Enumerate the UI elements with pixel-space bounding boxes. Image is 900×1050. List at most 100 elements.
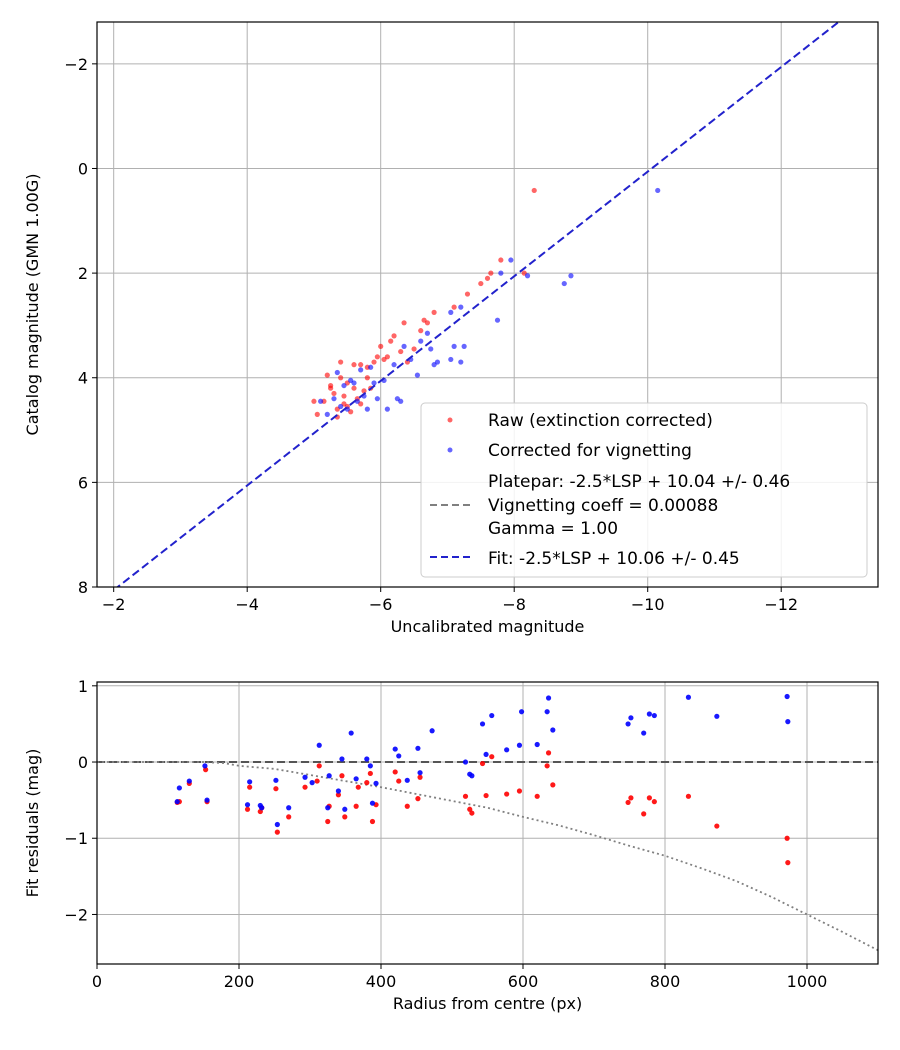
data-point-series-0 xyxy=(534,793,540,799)
residuals-plot: 0 200 400 600 800 1000 1 0 −1 −2 Radius from cent… xyxy=(23,677,879,1013)
data-point-series-0 xyxy=(464,291,471,297)
data-point-series-1 xyxy=(309,780,315,786)
data-point-series-1 xyxy=(494,317,501,323)
data-point-series-0 xyxy=(550,782,556,788)
data-point-series-1 xyxy=(371,380,377,386)
data-point-series-0 xyxy=(651,799,657,805)
data-point-series-0 xyxy=(625,799,631,806)
data-point-series-0 xyxy=(369,818,376,825)
data-point-series-0 xyxy=(371,359,377,365)
x-tick-label: 1000 xyxy=(787,972,828,991)
calibration-x-axis-label: Uncalibrated magnitude xyxy=(391,617,585,636)
data-point-series-1 xyxy=(348,730,354,736)
data-point-series-1 xyxy=(518,709,525,715)
y-tick-label: −2 xyxy=(64,55,88,74)
data-point-series-0 xyxy=(544,763,550,769)
data-point-series-0 xyxy=(418,328,424,334)
data-point-series-1 xyxy=(545,695,552,701)
data-point-series-0 xyxy=(364,375,370,381)
data-point-series-0 xyxy=(364,780,370,786)
data-point-series-0 xyxy=(462,793,469,799)
data-point-series-1 xyxy=(516,742,523,748)
data-point-series-0 xyxy=(338,359,344,365)
data-point-series-1 xyxy=(364,406,370,412)
data-point-series-1 xyxy=(628,715,634,721)
data-point-series-1 xyxy=(458,359,464,365)
data-point-series-1 xyxy=(335,788,341,794)
residuals-ticks: 0 200 400 600 800 1000 1 0 −1 −2 xyxy=(64,677,827,991)
data-point-series-1 xyxy=(369,800,376,806)
x-tick-label: −2 xyxy=(102,595,126,614)
data-point-series-0 xyxy=(338,375,344,381)
legend-entry-gamma: Gamma = 1.00 xyxy=(488,519,618,539)
data-point-series-1 xyxy=(247,779,253,785)
data-point-series-1 xyxy=(244,802,251,808)
data-point-series-1 xyxy=(354,398,360,404)
x-tick-label: −8 xyxy=(502,595,526,614)
data-point-series-0 xyxy=(355,784,361,790)
residuals-grid xyxy=(96,682,878,964)
legend-entry-raw: Raw (extinction corrected) xyxy=(488,411,713,431)
residuals-x-axis-label: Radius from centre (px) xyxy=(393,994,582,1013)
data-point-series-1 xyxy=(508,257,514,263)
data-point-series-0 xyxy=(341,393,347,399)
calibration-plot: −2 −4 −6 −8 −10 −12 −2 0 2 4 6 8 Uncalibrated magni… xyxy=(23,21,879,636)
data-point-series-1 xyxy=(286,805,292,811)
y-tick-label: 1 xyxy=(78,677,88,696)
data-point-series-0 xyxy=(498,257,504,263)
data-point-series-1 xyxy=(364,756,370,762)
data-point-series-0 xyxy=(545,750,552,756)
data-point-series-0 xyxy=(396,778,402,784)
data-point-series-0 xyxy=(378,343,384,349)
calibration-fit-lines xyxy=(116,22,841,587)
data-point-series-1 xyxy=(358,367,364,373)
data-point-series-1 xyxy=(784,693,790,700)
data-point-series-1 xyxy=(274,821,280,828)
legend-entry-platepar: Platepar: -2.5*LSP + 10.04 +/- 0.46 xyxy=(488,472,790,492)
data-point-series-1 xyxy=(384,406,390,412)
data-point-series-0 xyxy=(404,803,410,809)
data-point-series-1 xyxy=(469,773,475,779)
data-point-series-0 xyxy=(392,769,398,775)
data-point-series-0 xyxy=(328,385,334,391)
data-point-series-1 xyxy=(273,777,279,783)
legend-entry-corrected: Corrected for vignetting xyxy=(488,441,692,461)
data-point-series-1 xyxy=(325,805,331,811)
data-point-series-1 xyxy=(544,709,550,715)
y-tick-label: 8 xyxy=(78,578,88,597)
data-point-series-0 xyxy=(531,187,537,194)
calibration-plot-frame xyxy=(96,21,879,588)
data-point-series-1 xyxy=(338,403,344,410)
data-point-series-0 xyxy=(314,411,320,417)
data-point-series-1 xyxy=(651,712,657,719)
data-point-series-0 xyxy=(384,354,390,360)
x-tick-label: −12 xyxy=(764,595,798,614)
calibration-points xyxy=(311,187,661,420)
data-point-series-1 xyxy=(489,712,495,719)
x-tick-label: 800 xyxy=(650,972,681,991)
legend-entry-vignetting: Vignetting coeff = 0.00088 xyxy=(488,496,718,516)
data-point-series-1 xyxy=(353,776,359,782)
data-point-series-0 xyxy=(516,788,523,794)
data-point-series-0 xyxy=(483,792,489,799)
data-point-series-1 xyxy=(331,396,337,402)
series-line-fit-2-5-lsp-10-06-0-45 xyxy=(116,22,841,587)
data-point-series-1 xyxy=(324,411,330,417)
data-point-series-0 xyxy=(361,388,367,394)
data-point-series-0 xyxy=(274,829,280,835)
data-point-series-0 xyxy=(273,786,279,792)
data-point-series-1 xyxy=(404,777,410,783)
legend-entry-fit: Fit: -2.5*LSP + 10.06 +/- 0.45 xyxy=(488,549,740,569)
data-point-series-1 xyxy=(568,273,574,279)
data-point-series-1 xyxy=(498,270,504,276)
legend-raw-marker xyxy=(447,417,453,423)
data-point-series-0 xyxy=(467,806,473,812)
data-point-series-1 xyxy=(641,730,647,736)
legend-corrected-marker xyxy=(447,447,453,453)
data-point-series-1 xyxy=(785,719,791,725)
data-point-series-1 xyxy=(451,343,457,349)
calibration-y-axis-label: Catalog magnitude (GMN 1.00G) xyxy=(23,174,42,436)
data-point-series-1 xyxy=(202,763,208,769)
x-tick-label: 600 xyxy=(508,972,539,991)
